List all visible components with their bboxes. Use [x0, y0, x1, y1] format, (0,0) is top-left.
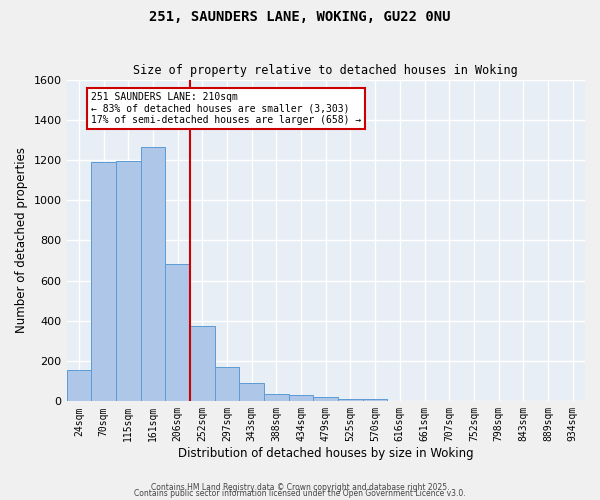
Y-axis label: Number of detached properties: Number of detached properties [15, 148, 28, 334]
Bar [363, 400, 388, 402]
Bar [313, 398, 338, 402]
Bar [215, 367, 239, 402]
Title: Size of property relative to detached houses in Woking: Size of property relative to detached ho… [133, 64, 518, 77]
Text: 251, SAUNDERS LANE, WOKING, GU22 0NU: 251, SAUNDERS LANE, WOKING, GU22 0NU [149, 10, 451, 24]
Bar [289, 395, 313, 402]
Text: Contains public sector information licensed under the Open Government Licence v3: Contains public sector information licen… [134, 490, 466, 498]
Bar [116, 161, 140, 402]
Text: 251 SAUNDERS LANE: 210sqm
← 83% of detached houses are smaller (3,303)
17% of se: 251 SAUNDERS LANE: 210sqm ← 83% of detac… [91, 92, 361, 125]
Bar [91, 162, 116, 402]
Bar [165, 264, 190, 402]
Bar [140, 147, 165, 402]
Bar [67, 370, 91, 402]
Bar [338, 399, 363, 402]
Bar [190, 326, 215, 402]
Bar [264, 394, 289, 402]
Bar [239, 383, 264, 402]
X-axis label: Distribution of detached houses by size in Woking: Distribution of detached houses by size … [178, 447, 473, 460]
Text: Contains HM Land Registry data © Crown copyright and database right 2025.: Contains HM Land Registry data © Crown c… [151, 484, 449, 492]
